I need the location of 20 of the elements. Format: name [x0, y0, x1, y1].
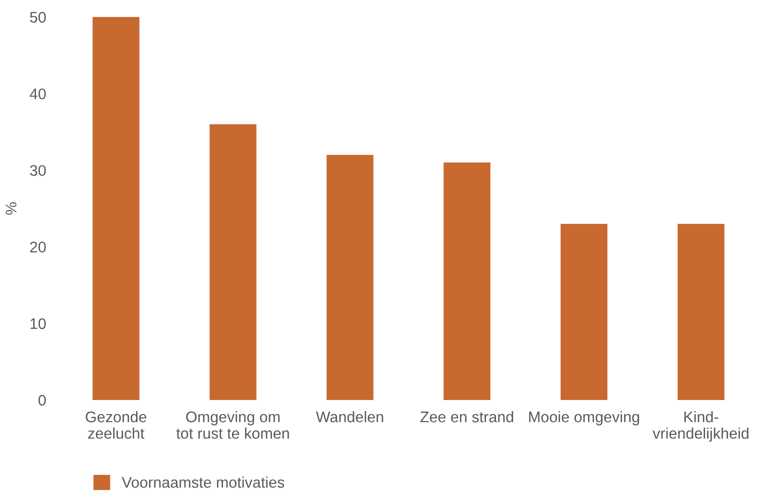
y-tick-label: 30 [30, 165, 46, 176]
bar [92, 17, 140, 400]
y-tick-label: 50 [30, 12, 46, 23]
x-tick-label: Omgeving om tot rust te komen [176, 411, 289, 439]
bar [444, 162, 490, 400]
x-tick-label: Gezonde zeelucht [86, 411, 146, 439]
bar [326, 154, 374, 400]
x-tick-label: Wandelen [316, 411, 384, 422]
bar [678, 224, 724, 400]
y-axis-title: % [6, 202, 16, 215]
bar [210, 124, 256, 400]
x-tick-label: Mooie omgeving [529, 411, 640, 426]
x-tick-label: Kind- vriendelijkheid [652, 411, 748, 442]
bar [560, 224, 608, 400]
y-tick-label: 40 [30, 88, 46, 100]
y-tick-label: 10 [30, 318, 46, 330]
y-tick-label: 20 [30, 242, 46, 252]
legend-label: Voornaamste motivaties [122, 476, 284, 488]
x-tick-label: Zee en strand [420, 411, 514, 422]
y-tick-label: 0 [38, 394, 46, 406]
